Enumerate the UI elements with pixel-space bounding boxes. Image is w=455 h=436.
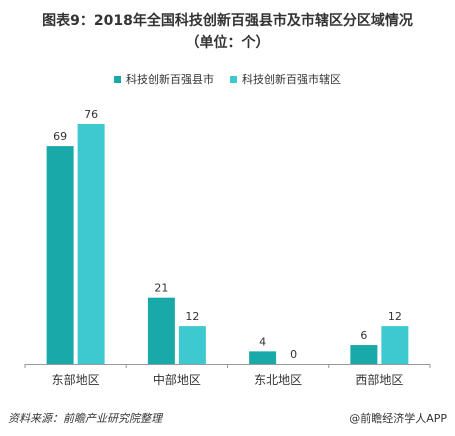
data-label: 12 (185, 310, 199, 323)
source-note: 资料来源：前瞻产业研究院整理 (8, 412, 162, 425)
chart-legend: 科技创新百强县市 科技创新百强市辖区 (0, 71, 455, 87)
legend-label: 科技创新百强县市 (126, 73, 214, 86)
brand-credit: @前瞻经济学人APP (349, 412, 447, 425)
legend-swatch (230, 75, 237, 83)
legend-swatch (114, 75, 121, 83)
data-label: 69 (53, 130, 67, 143)
bar-district (178, 326, 206, 364)
bar-county (147, 297, 175, 364)
legend-label: 科技创新百强市辖区 (242, 73, 341, 86)
chart-unit: （单位：个） (185, 35, 270, 51)
bar-county (249, 351, 277, 364)
data-label: 0 (290, 348, 297, 361)
data-label: 76 (84, 108, 98, 121)
data-label: 4 (259, 335, 266, 348)
data-label: 6 (360, 329, 367, 342)
x-tick-label: 西部地区 (355, 372, 403, 387)
data-label: 21 (154, 282, 168, 295)
bar-county (46, 146, 74, 364)
legend-item-series1: 科技创新百强县市 (114, 71, 214, 87)
x-tick-label: 东北地区 (254, 373, 302, 387)
chart-title: 图表9：2018年全国科技创新百强县市及市辖区分区域情况 (42, 13, 413, 29)
bar-district (77, 124, 105, 364)
x-tick-label: 东部地区 (52, 372, 100, 387)
data-label: 12 (388, 310, 402, 323)
bar-county (350, 345, 378, 364)
legend-item-series2: 科技创新百强市辖区 (230, 71, 341, 87)
bar-district (381, 326, 409, 364)
x-tick-label: 中部地区 (153, 372, 201, 387)
